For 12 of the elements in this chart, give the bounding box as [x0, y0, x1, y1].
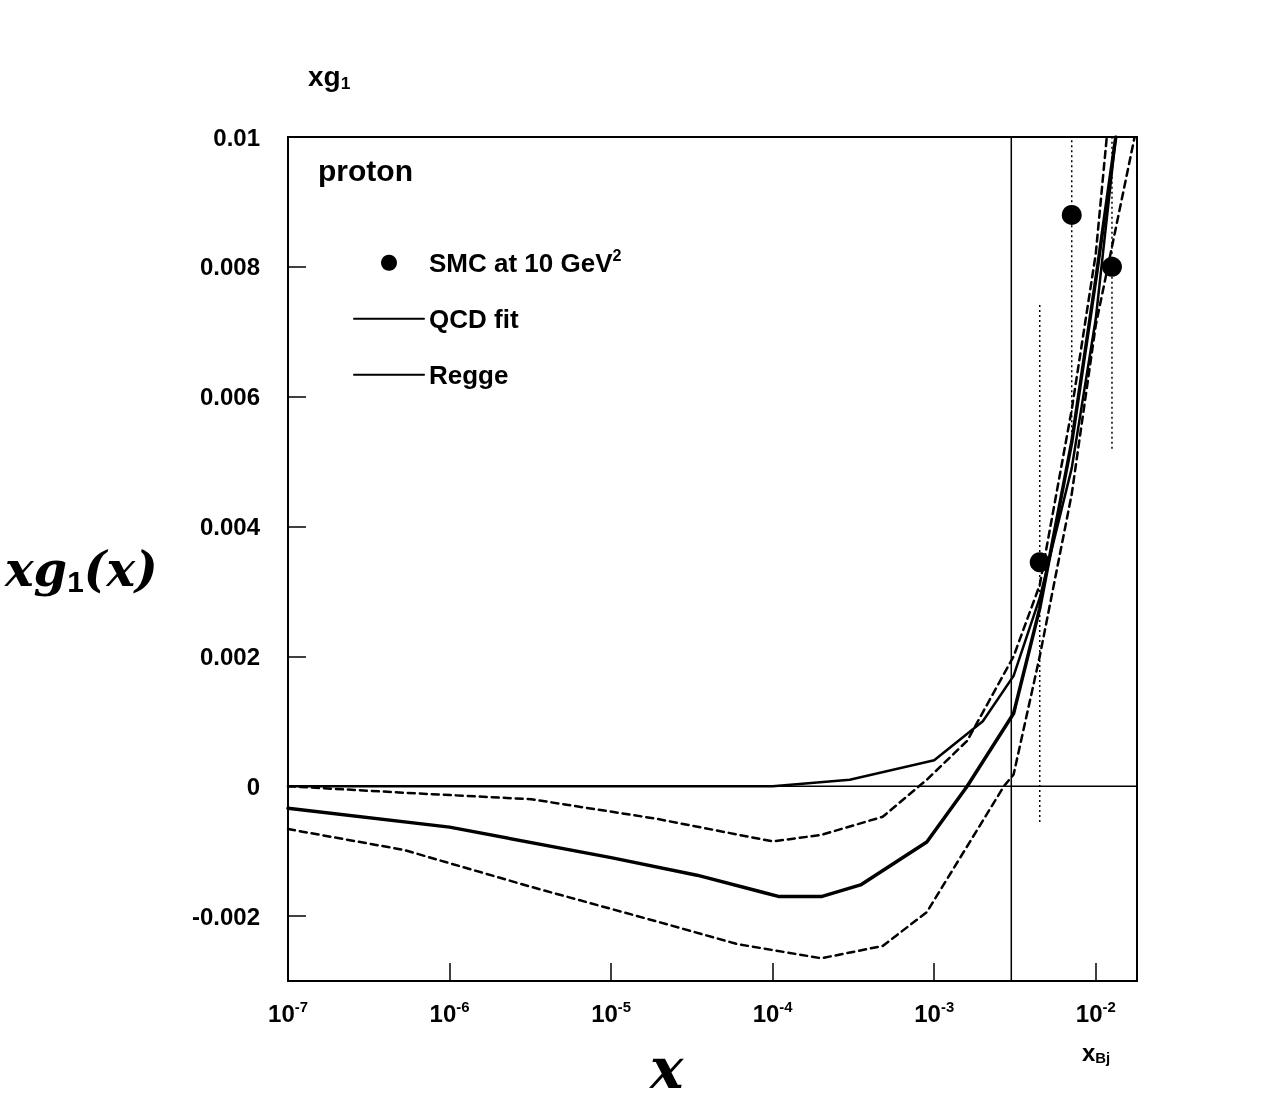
y-tick-label: 0.006: [199, 383, 260, 411]
y-tick-label: 0.002: [199, 642, 260, 670]
y-tick-label: 0.01: [213, 123, 260, 151]
y-tick-label: 0: [246, 772, 260, 800]
legend-label: QCD fit: [429, 303, 519, 334]
y-tick-label: 0.004: [199, 513, 261, 541]
y-tick-label: 0.008: [199, 253, 260, 281]
text: x: [649, 1035, 684, 1101]
text: xg1(x): [4, 541, 158, 598]
legend-label: Regge: [429, 359, 509, 390]
y-tick-label: -0.002: [191, 902, 260, 930]
annotation: proton: [318, 153, 413, 187]
